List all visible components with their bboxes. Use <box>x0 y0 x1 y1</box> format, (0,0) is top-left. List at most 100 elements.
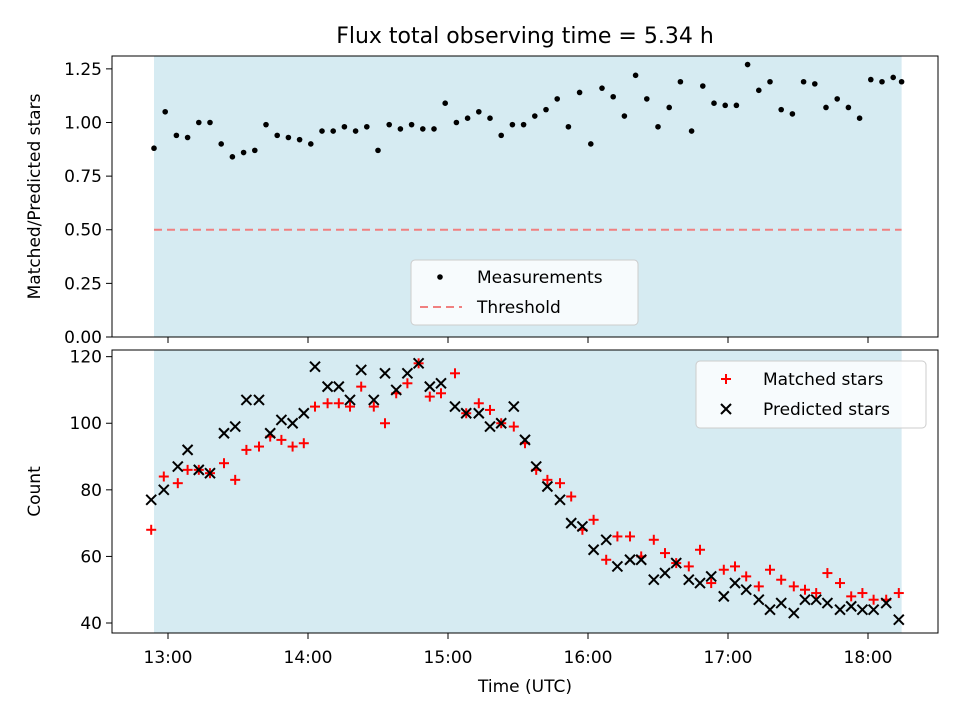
measurement-point <box>543 106 549 113</box>
predicted-star-point <box>718 590 730 603</box>
count-legend-box <box>695 360 927 429</box>
legend-measurement-marker <box>437 274 443 280</box>
predicted-star-point <box>893 613 905 626</box>
predicted-star-point <box>145 494 157 506</box>
matched-star-point <box>868 594 879 605</box>
measurement-point <box>711 100 717 106</box>
measurement-point <box>386 121 393 128</box>
count-panel: 40 60 80 100 120 13:00 14:00 15:00 16:00 17:00 18… <box>25 348 939 697</box>
legend-predicted-marker <box>720 403 732 415</box>
measurement-point <box>700 83 706 89</box>
count-y-axis: 40 60 80 100 120 <box>70 348 112 634</box>
matched-star-point <box>298 438 309 449</box>
y-tick-label: 1.25 <box>64 60 102 80</box>
predicted-star-point <box>473 407 485 419</box>
measurement-point <box>296 136 303 143</box>
matched-star-point <box>718 564 729 575</box>
matched-star-point <box>612 531 623 542</box>
measurement-point <box>207 119 213 126</box>
measurement-point <box>498 132 505 139</box>
predicted-star-point <box>810 593 822 606</box>
predicted-star-point <box>286 417 299 429</box>
predicted-star-point <box>867 603 880 616</box>
predicted-star-point <box>821 597 834 609</box>
count-legend: Matched stars Predicted stars <box>695 360 927 429</box>
matched-star-point <box>695 544 705 555</box>
measurement-point <box>442 100 449 106</box>
x-tick-label: 17:00 <box>704 648 753 668</box>
y-tick-label: 0.75 <box>64 167 102 187</box>
measurement-point <box>856 115 863 122</box>
predicted-star-point <box>158 484 170 496</box>
predicted-star-point <box>321 380 334 393</box>
matched-star-point <box>322 398 333 409</box>
predicted-star-point <box>834 603 846 616</box>
chart-title: Flux total observing time = 5.34 h <box>336 24 714 49</box>
measurement-point <box>330 128 337 134</box>
predicted-star-point <box>565 517 577 529</box>
matched-star-point <box>450 368 460 379</box>
matched-star-point <box>158 471 169 482</box>
ratio-y-label: Matched/Predicted stars <box>25 93 45 299</box>
measurement-point <box>263 121 269 128</box>
predicted-star-point <box>845 600 857 613</box>
predicted-star-point <box>856 603 869 616</box>
measurement-point <box>532 113 538 119</box>
measurement-point <box>509 121 516 128</box>
predicted-star-point <box>764 603 776 616</box>
matched-star-point <box>508 421 519 432</box>
time-x-axis: 13:00 14:00 15:00 16:00 17:00 18:00 <box>144 633 893 668</box>
measurement-point <box>252 147 258 154</box>
matched-star-point <box>241 444 252 455</box>
predicted-star-point <box>309 360 321 373</box>
matched-star-point <box>601 554 612 565</box>
matched-star-point <box>172 478 183 489</box>
predicted-star-point <box>495 417 507 429</box>
predicted-star-point <box>484 420 496 433</box>
matched-star-point <box>625 531 635 542</box>
legend-predicted-label: Predicted stars <box>763 400 890 420</box>
legend-plus-glyph <box>721 374 731 384</box>
matched-star-point <box>424 391 435 402</box>
matched-star-point <box>380 418 390 429</box>
predicted-star-point <box>705 570 717 583</box>
predicted-star-point <box>460 407 472 419</box>
x-tick-label: 15:00 <box>424 648 473 668</box>
measurement-point <box>162 108 168 115</box>
predicted-star-point <box>240 394 253 406</box>
predicted-star-point <box>204 467 216 479</box>
matched-star-point <box>368 401 379 412</box>
measurement-point <box>341 123 348 130</box>
measurement-point <box>431 126 437 132</box>
matched-star-point <box>402 378 413 389</box>
measurement-point <box>565 123 572 130</box>
matched-star-point <box>287 441 298 452</box>
predicted-star-point <box>576 520 589 533</box>
y-tick-label: 0.00 <box>64 328 102 348</box>
predicted-star-point <box>587 544 600 556</box>
predicted-star-point <box>181 444 194 456</box>
predicted-star-point <box>424 380 436 393</box>
predicted-star-point <box>229 420 241 433</box>
x-tick-label: 16:00 <box>564 648 613 668</box>
measurement-point <box>744 61 751 68</box>
predicted-star-point <box>275 414 288 426</box>
matched-star-point <box>219 458 229 469</box>
legend-x-glyph <box>720 403 732 415</box>
predicted-star-point <box>401 367 414 380</box>
ratio-panel-frame <box>111 55 939 338</box>
matched-star-point <box>542 474 553 485</box>
matched-star-point <box>356 381 367 392</box>
matched-star-point <box>146 524 157 535</box>
predicted-star-point <box>788 607 800 619</box>
predicted-star-point <box>683 574 695 586</box>
measurement-point <box>453 119 460 126</box>
measurement-point <box>655 123 661 130</box>
matched-star-point <box>857 588 868 599</box>
matched-star-point <box>776 574 787 585</box>
matched-star-point <box>254 441 264 452</box>
matched-star-point <box>706 578 717 589</box>
measurement-point <box>375 147 381 154</box>
measurement-point <box>588 141 594 147</box>
